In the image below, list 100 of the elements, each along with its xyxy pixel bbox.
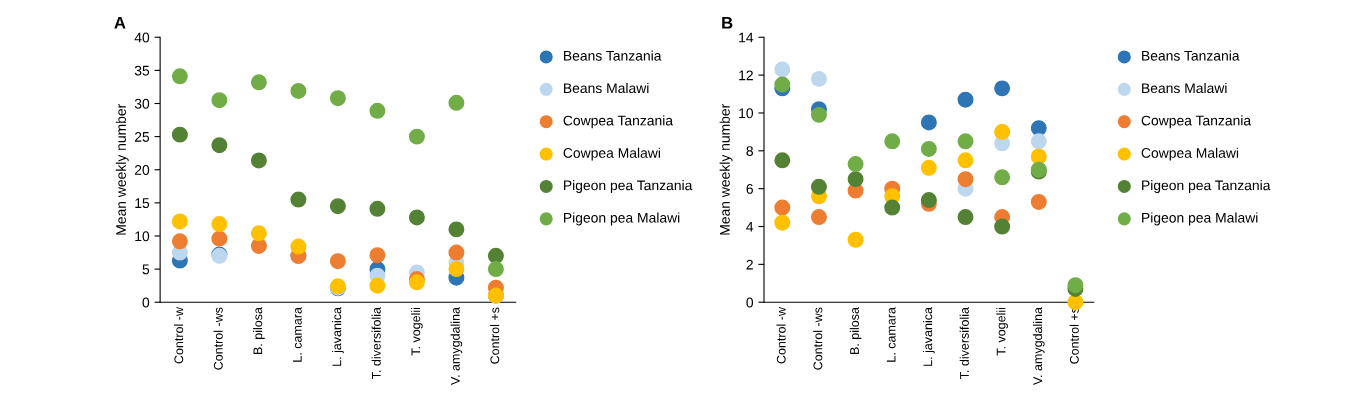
x-tick-label: L. camara — [293, 307, 302, 362]
point — [211, 216, 228, 233]
point — [329, 198, 346, 215]
x-tick-label: V. amygdalina — [1032, 307, 1045, 386]
legend-label: Cowpea Tanzania — [563, 115, 674, 129]
point — [171, 233, 188, 250]
legend-label: Beans Malawi — [564, 82, 649, 94]
point — [774, 61, 791, 78]
x-tick-label: Control -ws — [813, 307, 823, 370]
y-tick-label: 10 — [135, 231, 150, 242]
point — [810, 178, 827, 195]
point — [408, 128, 425, 145]
y-tick-label: 30 — [134, 98, 150, 109]
x-tick-label: T. vogelii — [996, 307, 1008, 356]
chart-title: B — [722, 17, 733, 29]
y-tick-label: 14 — [739, 32, 754, 43]
legend-label: Pigeon pea Tanzania — [564, 180, 693, 194]
y-tick-label: 0 — [142, 297, 150, 308]
point — [1030, 120, 1047, 137]
point — [171, 213, 188, 230]
point — [211, 230, 228, 247]
legend-label: Pigeon pea Malawi — [564, 212, 680, 226]
x-tick-label: L. javanica — [332, 307, 344, 366]
point — [211, 92, 228, 109]
point — [920, 159, 937, 176]
point — [1030, 148, 1047, 165]
y-tick-label: 6 — [746, 184, 753, 194]
point — [448, 221, 465, 238]
y-tick-label: 10 — [739, 108, 754, 119]
y-tick-label: 25 — [134, 131, 150, 142]
x-tick-label: T. vogelii — [411, 307, 423, 356]
y-tick-label: 35 — [134, 65, 150, 76]
y-tick-label: 4 — [746, 221, 754, 232]
point — [810, 209, 827, 226]
y-tick-label: 20 — [134, 165, 150, 175]
legend-label: Pigeon pea Tanzania — [1142, 180, 1271, 194]
point — [957, 133, 974, 150]
point — [994, 169, 1011, 186]
y-tick-label: 5 — [142, 264, 150, 275]
legend-label: Beans Tanzania — [1142, 50, 1240, 61]
point — [448, 94, 465, 111]
point — [369, 102, 386, 119]
x-tick-label: V. amygdalina — [450, 307, 463, 386]
point — [884, 199, 901, 216]
x-tick-label: Control -ws — [213, 307, 223, 370]
chart-title: A — [114, 17, 126, 29]
x-tick-label: Control +s — [490, 307, 500, 364]
point — [369, 277, 386, 294]
point — [448, 261, 465, 278]
point — [994, 218, 1011, 235]
y-tick-label: 12 — [739, 70, 753, 81]
point — [884, 133, 901, 150]
point — [171, 68, 188, 85]
x-tick-label: B. pilosa — [849, 307, 862, 354]
y-axis-title: Mean weekly number — [719, 103, 733, 235]
point — [957, 209, 974, 226]
legend-label: Cowpea Malawi — [1141, 147, 1239, 161]
point — [250, 237, 267, 254]
point — [810, 106, 827, 123]
y-tick-label: 40 — [134, 32, 150, 43]
point — [408, 209, 425, 226]
point — [957, 91, 974, 108]
point — [774, 199, 791, 216]
point — [250, 225, 267, 242]
y-tick-label: 8 — [746, 146, 753, 156]
legend-label: Cowpea Tanzania — [1141, 115, 1252, 129]
x-tick-label: B. pilosa — [253, 307, 265, 354]
y-tick-label: 0 — [746, 297, 754, 308]
point — [920, 114, 937, 131]
point — [774, 152, 791, 169]
point — [487, 247, 504, 264]
point — [957, 152, 974, 169]
legend-label: Beans Malawi — [1142, 82, 1227, 94]
point — [957, 171, 974, 188]
point — [329, 90, 346, 107]
point — [290, 238, 307, 255]
y-axis-title: Mean weekly number — [115, 103, 129, 235]
point — [290, 191, 307, 208]
point — [369, 200, 386, 217]
point — [847, 171, 864, 188]
point — [171, 126, 188, 143]
point — [774, 76, 791, 93]
y-tick-label: 15 — [135, 198, 150, 209]
x-tick-label: Control -w — [776, 307, 786, 364]
point — [290, 82, 307, 99]
point — [810, 70, 827, 87]
x-tick-label: L. camara — [886, 307, 896, 362]
point — [774, 214, 791, 231]
point — [847, 156, 864, 173]
point — [1030, 133, 1047, 150]
legend-label: Beans Tanzania — [564, 50, 662, 61]
point — [448, 244, 465, 261]
x-tick-label: Control -w — [174, 307, 184, 364]
point — [487, 261, 504, 278]
point — [211, 137, 228, 154]
legend-label: Pigeon pea Malawi — [1142, 212, 1258, 226]
x-tick-label: T. diversifolia — [371, 307, 381, 380]
point — [920, 192, 937, 208]
x-tick-label: T. diversifolia — [959, 307, 969, 380]
point — [369, 247, 386, 264]
